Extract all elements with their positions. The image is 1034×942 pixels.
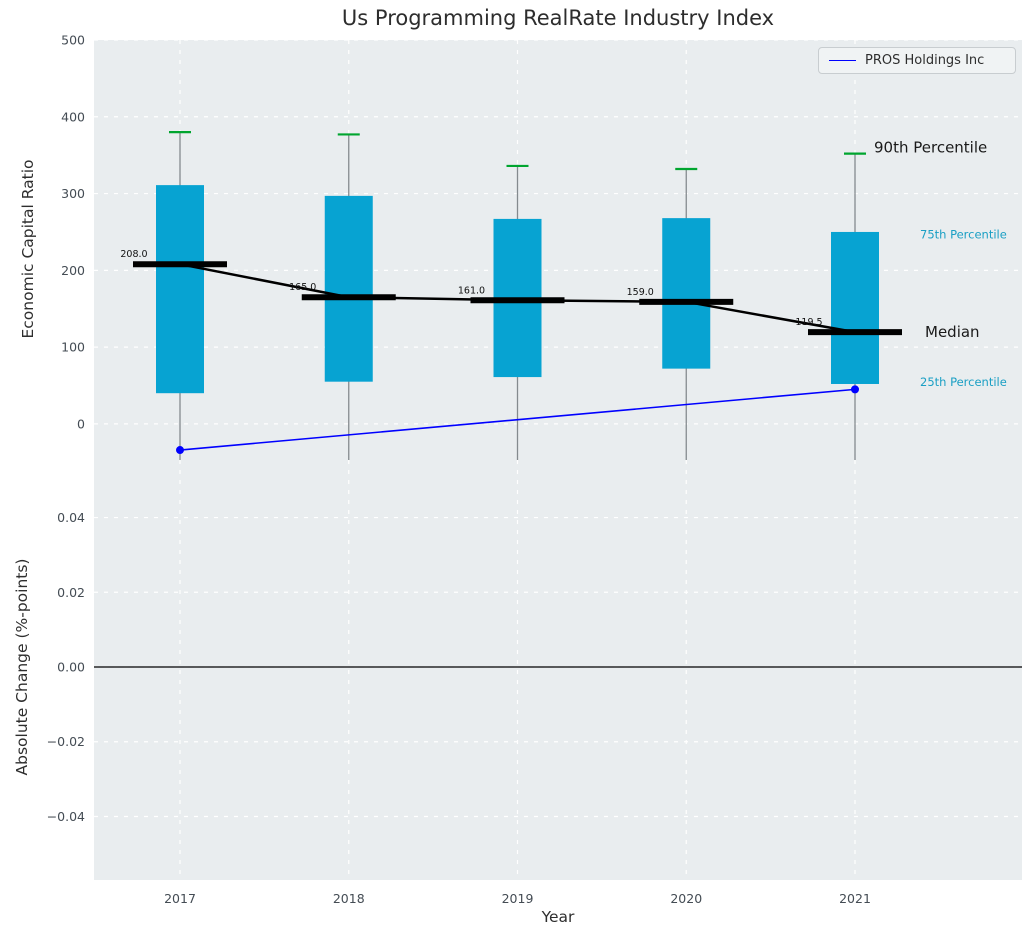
ylabel-economic-capital-ratio: Economic Capital Ratio (19, 159, 37, 339)
chart-title: Us Programming RealRate Industry Index (341, 6, 775, 30)
company-line (179, 388, 856, 451)
y-tick-label: 500 (61, 33, 85, 48)
x-tick-label: 2018 (333, 891, 365, 906)
company-point (176, 446, 184, 455)
y-tick-label: 0.00 (57, 660, 85, 675)
legend-label: PROS Holdings Inc (865, 53, 985, 68)
median-value-label: 159.0 (627, 287, 654, 298)
iqr-bar (662, 218, 711, 369)
median-value-label: 165.0 (289, 282, 316, 293)
annotation-75th-percentile: 75th Percentile (920, 227, 1007, 241)
y-tick-label: 0.04 (57, 510, 85, 525)
y-tick-label: 100 (61, 340, 85, 355)
y-tick-label: −0.04 (47, 809, 85, 824)
annotation-90th-percentile: 90th Percentile (874, 138, 987, 156)
ylabel-absolute-change: Absolute Change (%-points) (13, 558, 31, 776)
y-tick-label: −0.02 (47, 734, 85, 749)
y-tick-label: 0.02 (57, 585, 85, 600)
annotation-median: Median (925, 323, 980, 341)
median-value-label: 119.5 (795, 317, 822, 328)
annotation-25th-percentile: 25th Percentile (920, 375, 1007, 389)
iqr-bar (324, 195, 373, 382)
median-value-label: 208.0 (120, 249, 147, 260)
x-tick-label: 2019 (502, 891, 534, 906)
xlabel-year: Year (541, 908, 575, 926)
company-point (851, 385, 859, 394)
x-tick-label: 2017 (164, 891, 196, 906)
iqr-bar (156, 185, 204, 394)
plot-background (94, 40, 1022, 880)
x-tick-label: 2020 (670, 891, 702, 906)
legend-line-swatch (829, 60, 856, 61)
y-tick-label: 200 (61, 263, 85, 278)
legend: PROS Holdings Inc (818, 47, 1016, 74)
y-tick-label: 300 (61, 186, 85, 201)
x-tick-label: 2021 (839, 891, 871, 906)
y-tick-label: 0 (77, 416, 85, 431)
iqr-bar (831, 231, 879, 384)
median-value-label: 161.0 (458, 285, 485, 296)
y-tick-label: 400 (61, 109, 85, 124)
